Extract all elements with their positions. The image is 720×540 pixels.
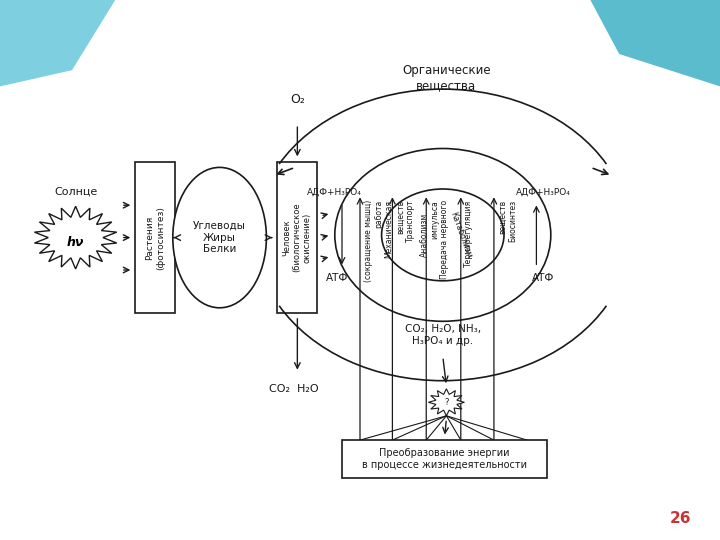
Text: Катаболизм: Катаболизм (449, 211, 473, 259)
Polygon shape (590, 0, 720, 86)
Text: CO₂, H₂O, NH₃,
Н₃РО₄ и др.: CO₂, H₂O, NH₃, Н₃РО₄ и др. (405, 324, 481, 346)
Text: Растения
(фотосинтез): Растения (фотосинтез) (145, 206, 165, 269)
Text: CO₂  H₂O: CO₂ H₂O (269, 384, 318, 394)
Text: Углеводы
Жиры
Белки: Углеводы Жиры Белки (193, 221, 246, 254)
Ellipse shape (335, 148, 551, 321)
Text: Терморегуляция: Терморегуляция (464, 200, 474, 267)
Text: Анаболизм: Анаболизм (420, 213, 429, 257)
Text: O₂: O₂ (290, 93, 305, 106)
Text: ?: ? (444, 398, 449, 407)
Polygon shape (35, 206, 117, 269)
Text: веществ
Транспорт: веществ Транспорт (396, 200, 415, 242)
Ellipse shape (173, 167, 266, 308)
Text: импульса
Передача нервного: импульса Передача нервного (430, 200, 449, 279)
Text: АТФ: АТФ (325, 273, 348, 283)
Bar (342, 440, 547, 478)
Bar (135, 162, 175, 313)
Polygon shape (0, 0, 115, 86)
Text: АДФ+Н₃РО₄: АДФ+Н₃РО₄ (307, 187, 362, 196)
Polygon shape (428, 389, 464, 416)
Text: Преобразование энергии
в процессе жизнедеятельности: Преобразование энергии в процессе жизнед… (362, 448, 527, 470)
Circle shape (382, 189, 504, 281)
Text: Солнце: Солнце (54, 187, 97, 197)
Text: hν: hν (67, 237, 84, 249)
Text: веществ
Биосинтез: веществ Биосинтез (498, 200, 517, 242)
Text: АДФ+Н₃РО₄: АДФ+Н₃РО₄ (516, 187, 571, 196)
Text: 26: 26 (670, 511, 691, 526)
Text: АТФ: АТФ (532, 273, 555, 283)
Text: Человек
(биологическое
окисление): Человек (биологическое окисление) (282, 203, 312, 272)
Bar (277, 162, 317, 313)
Text: Органические
вещества: Органические вещества (402, 64, 491, 92)
Text: (сокращение мышц)
работа
Механическая: (сокращение мышц) работа Механическая (364, 200, 393, 282)
